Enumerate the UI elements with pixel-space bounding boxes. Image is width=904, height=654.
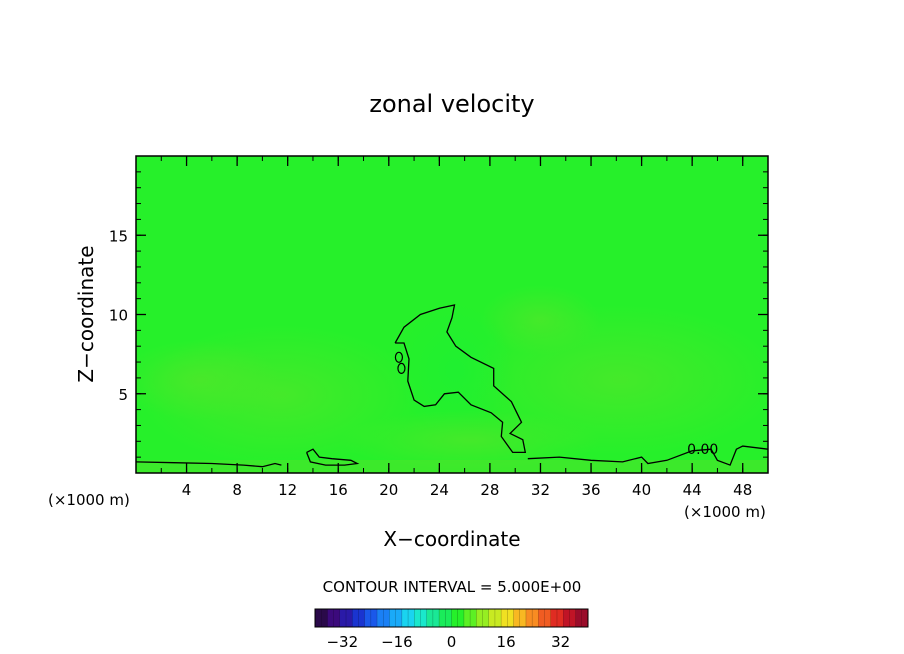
chart-title: zonal velocity <box>369 90 534 118</box>
y-axis-label: Z−coordinate <box>74 245 98 382</box>
x-tick-label: 48 <box>733 481 752 499</box>
contour-line <box>527 445 768 466</box>
contour-line <box>136 461 282 468</box>
contour-interval-label: CONTOUR INTERVAL = 5.000E+00 <box>323 578 582 596</box>
y-tick-label: 5 <box>118 386 128 404</box>
x-axis-label: X−coordinate <box>383 527 520 551</box>
x-tick-label: 20 <box>379 481 398 499</box>
colorbar-tick-labels: −32 −16 0 16 32 <box>326 633 570 651</box>
x-tick-label: 32 <box>531 481 550 499</box>
colorbar <box>314 608 589 628</box>
contour-line <box>397 362 406 374</box>
contour-line <box>394 351 404 363</box>
contour-label: 0.00 <box>687 442 718 458</box>
x-tick-label: 28 <box>480 481 499 499</box>
colorbar-tick-label: 16 <box>497 633 516 651</box>
x-tick-label: 36 <box>581 481 600 499</box>
x-tick-label: 24 <box>430 481 449 499</box>
contour-layer: 0.00 <box>136 304 768 468</box>
colorbar-tick-label: −32 <box>326 633 358 651</box>
x-tick-label: 12 <box>278 481 297 499</box>
x-tick-label: 40 <box>632 481 651 499</box>
x-tick-label: 44 <box>683 481 702 499</box>
colorbar-frame <box>314 608 589 628</box>
y-axis-ticks: 5 10 15 <box>109 227 768 404</box>
x-unit-right: (×1000 m) <box>684 503 766 521</box>
contour-line <box>305 448 360 466</box>
contour-line <box>394 304 527 454</box>
x-tick-label: 8 <box>232 481 242 499</box>
y-tick-label: 15 <box>109 227 128 245</box>
field-shading <box>136 285 768 473</box>
colorbar-tick-label: 32 <box>551 633 570 651</box>
colorbar-tick-label: −16 <box>381 633 413 651</box>
colorbar-tick-label: 0 <box>447 633 457 651</box>
x-tick-label: 16 <box>329 481 348 499</box>
x-unit-left: (×1000 m) <box>48 491 130 509</box>
x-axis-ticks: 4 8 12 16 20 24 28 32 36 40 44 48 <box>182 156 752 499</box>
y-tick-label: 10 <box>109 307 128 325</box>
x-tick-label: 4 <box>182 481 192 499</box>
